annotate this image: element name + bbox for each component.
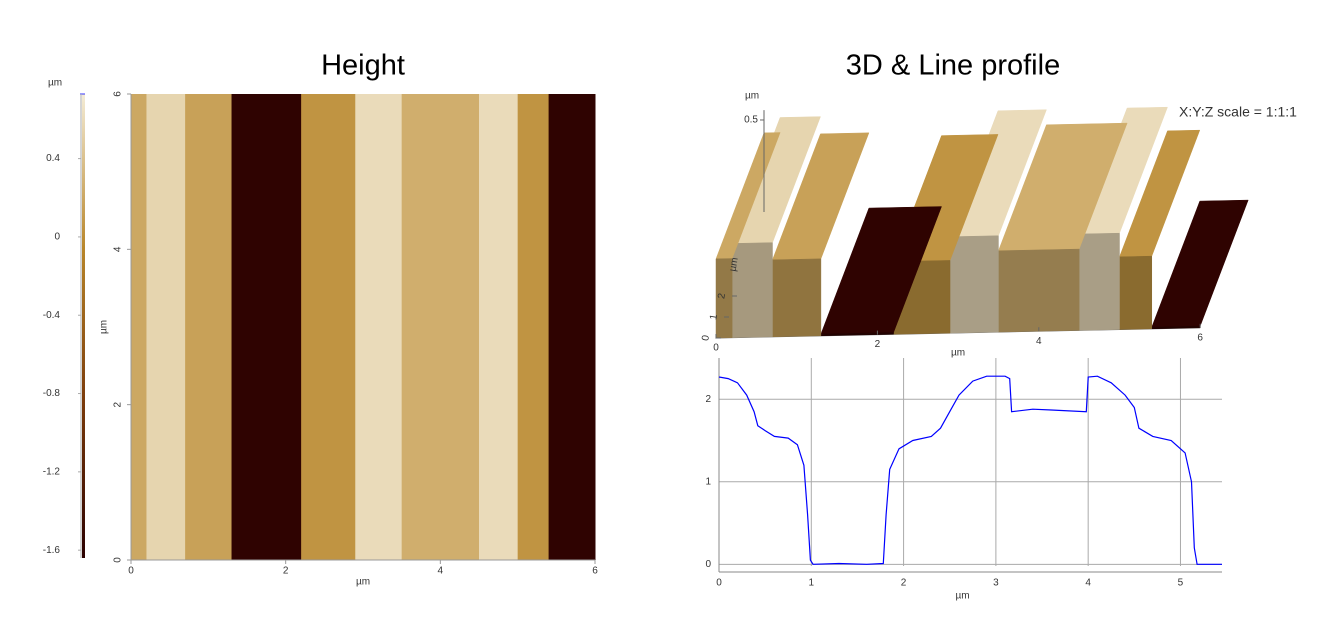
y-axis-label: µm <box>727 257 740 273</box>
y-tick-label: 0 <box>705 559 711 570</box>
height-stripe <box>131 94 147 560</box>
x-tick-label: 6 <box>1197 332 1203 343</box>
surface-top <box>1151 199 1249 328</box>
y-tick-label: 1 <box>708 313 720 321</box>
colorbar <box>82 94 85 558</box>
surface-front <box>949 235 999 334</box>
x-tick-label: 4 <box>1085 578 1091 589</box>
surface-front <box>998 248 1080 333</box>
x-tick-label: 4 <box>438 566 444 577</box>
x-tick-label: 2 <box>875 339 881 350</box>
y-tick-label: 0 <box>113 557 124 563</box>
height-stripe <box>355 94 403 560</box>
surface-front <box>1078 232 1120 331</box>
y-tick-label: 4 <box>113 246 124 252</box>
colorbar-tick-label: -1.6 <box>43 545 61 556</box>
y-tick-label: 2 <box>705 394 711 405</box>
colorbar-label: µm <box>48 78 62 89</box>
profile-line <box>718 375 1222 565</box>
y-tick-label: 0 <box>700 334 712 342</box>
height-stripe <box>231 94 302 560</box>
y-tick-label: 6 <box>113 91 124 97</box>
colorbar-tick-label: -0.4 <box>43 310 61 321</box>
y-tick-label: 2 <box>716 292 728 300</box>
height-stripe <box>146 94 186 560</box>
y-tick-label: 2 <box>113 401 124 407</box>
x-tick-label: 2 <box>901 578 907 589</box>
x-tick-label: 5 <box>1178 578 1184 589</box>
surface-front <box>731 242 773 338</box>
x-tick-label: 0 <box>716 578 722 589</box>
heatmap-title: Height <box>321 50 405 82</box>
x-axis-label: µm <box>951 348 965 359</box>
height-stripe <box>301 94 356 560</box>
z-tick-label: 0.5 <box>744 115 758 126</box>
height-stripe <box>548 94 596 560</box>
x-tick-label: 6 <box>592 566 598 577</box>
x-tick-label: 2 <box>283 566 289 577</box>
y-axis-label: µm <box>99 320 110 334</box>
annotation: X:Y:Z scale = 1:1:1 <box>1179 104 1297 120</box>
surface-front <box>715 258 733 339</box>
z-axis-label: µm <box>745 91 759 102</box>
height-stripe <box>185 94 233 560</box>
height-stripe <box>479 94 519 560</box>
surface-front <box>1119 255 1153 330</box>
x-tick-label: 1 <box>809 578 815 589</box>
height-stripe <box>517 94 550 560</box>
x-tick-label: 0 <box>713 343 719 354</box>
x-axis-label: µm <box>955 591 969 602</box>
colorbar-tick-label: 0.4 <box>46 153 60 164</box>
surface-front <box>772 258 822 338</box>
colorbar-tick-label: -0.8 <box>43 388 61 399</box>
colorbar-tick-label: -1.2 <box>43 466 61 477</box>
y-tick-label: 1 <box>705 476 711 487</box>
x-tick-label: 0 <box>128 566 134 577</box>
colorbar-tick-label: 0 <box>54 232 60 243</box>
x-axis-label: µm <box>356 577 370 588</box>
x-tick-label: 3 <box>993 578 999 589</box>
x-tick-label: 4 <box>1036 336 1042 347</box>
height-stripe <box>401 94 480 560</box>
surface-title: 3D & Line profile <box>846 50 1060 82</box>
